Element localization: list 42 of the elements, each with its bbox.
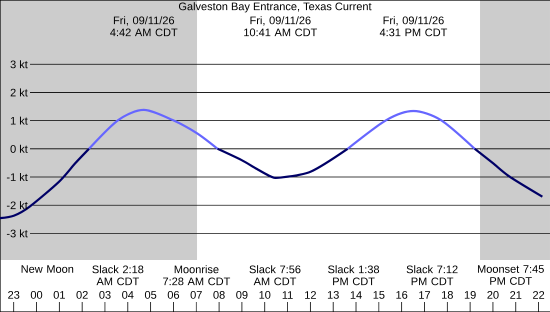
x-tick-label: 00 (30, 291, 42, 299)
x-tick-label: 15 (374, 291, 384, 299)
x-tick-label: 22 (533, 291, 544, 299)
x-tick-label: 20 (487, 291, 499, 299)
x-tick-label: 08 (213, 291, 225, 299)
x-tick-label: 04 (122, 291, 134, 299)
x-tick-label: 13 (328, 291, 339, 299)
annotation: New Moon (22, 265, 74, 273)
annotation: Slack 7:56 AM CDT (250, 265, 300, 286)
y-tick-label: -2 kt (6, 201, 28, 210)
x-tick-label: 05 (144, 291, 156, 299)
x-tick-label: 10 (259, 291, 270, 299)
x2-tick-label: Fri, 09/11/26 4:31 PM CDT (380, 16, 448, 36)
x-tick-label: 02 (76, 291, 88, 299)
x-tick-label: 19 (464, 291, 476, 299)
x2-tick-label: Fri, 09/11/26 4:42 AM CDT (110, 16, 178, 36)
y-tick-label: -1 kt (6, 172, 28, 182)
y-tick-label: 0 kt (10, 144, 28, 153)
x-tick-label: 16 (396, 291, 408, 299)
annotation: Slack 2:18 AM CDT (92, 265, 144, 286)
y-tick-label: 2 kt (10, 88, 28, 96)
x-tick-label: 17 (419, 291, 430, 299)
x-tick-label: 14 (350, 291, 362, 299)
x-tick-label: 21 (510, 291, 522, 299)
x-tick-label: 11 (282, 291, 293, 299)
annotation: Slack 1:38 PM CDT (328, 265, 380, 286)
y-tick-label: 1 kt (10, 116, 28, 125)
x-tick-label: 18 (442, 291, 453, 299)
chart-title: Galveston Bay Entrance, Texas Current (178, 2, 372, 12)
x-tick-label: 07 (190, 291, 202, 299)
x2-tick-label: Fri, 09/11/26 10:41 AM CDT (244, 16, 318, 36)
y-tick-label: -3 kt (6, 229, 28, 238)
annotation: Moonrise 7:28 AM CDT (163, 265, 230, 286)
y-tick-label: 3 kt (10, 60, 28, 68)
x-tick-label: 12 (305, 291, 316, 299)
x-tick-label: 23 (8, 291, 20, 299)
x-tick-label: 01 (54, 291, 65, 299)
x-tick-label: 06 (168, 291, 180, 299)
x-tick-label: 03 (99, 291, 111, 299)
x-tick-label: 09 (236, 291, 248, 299)
annotation: Moonset 7:45 PM CDT (478, 265, 544, 285)
annotation: Slack 7:12 PM CDT (406, 265, 458, 286)
